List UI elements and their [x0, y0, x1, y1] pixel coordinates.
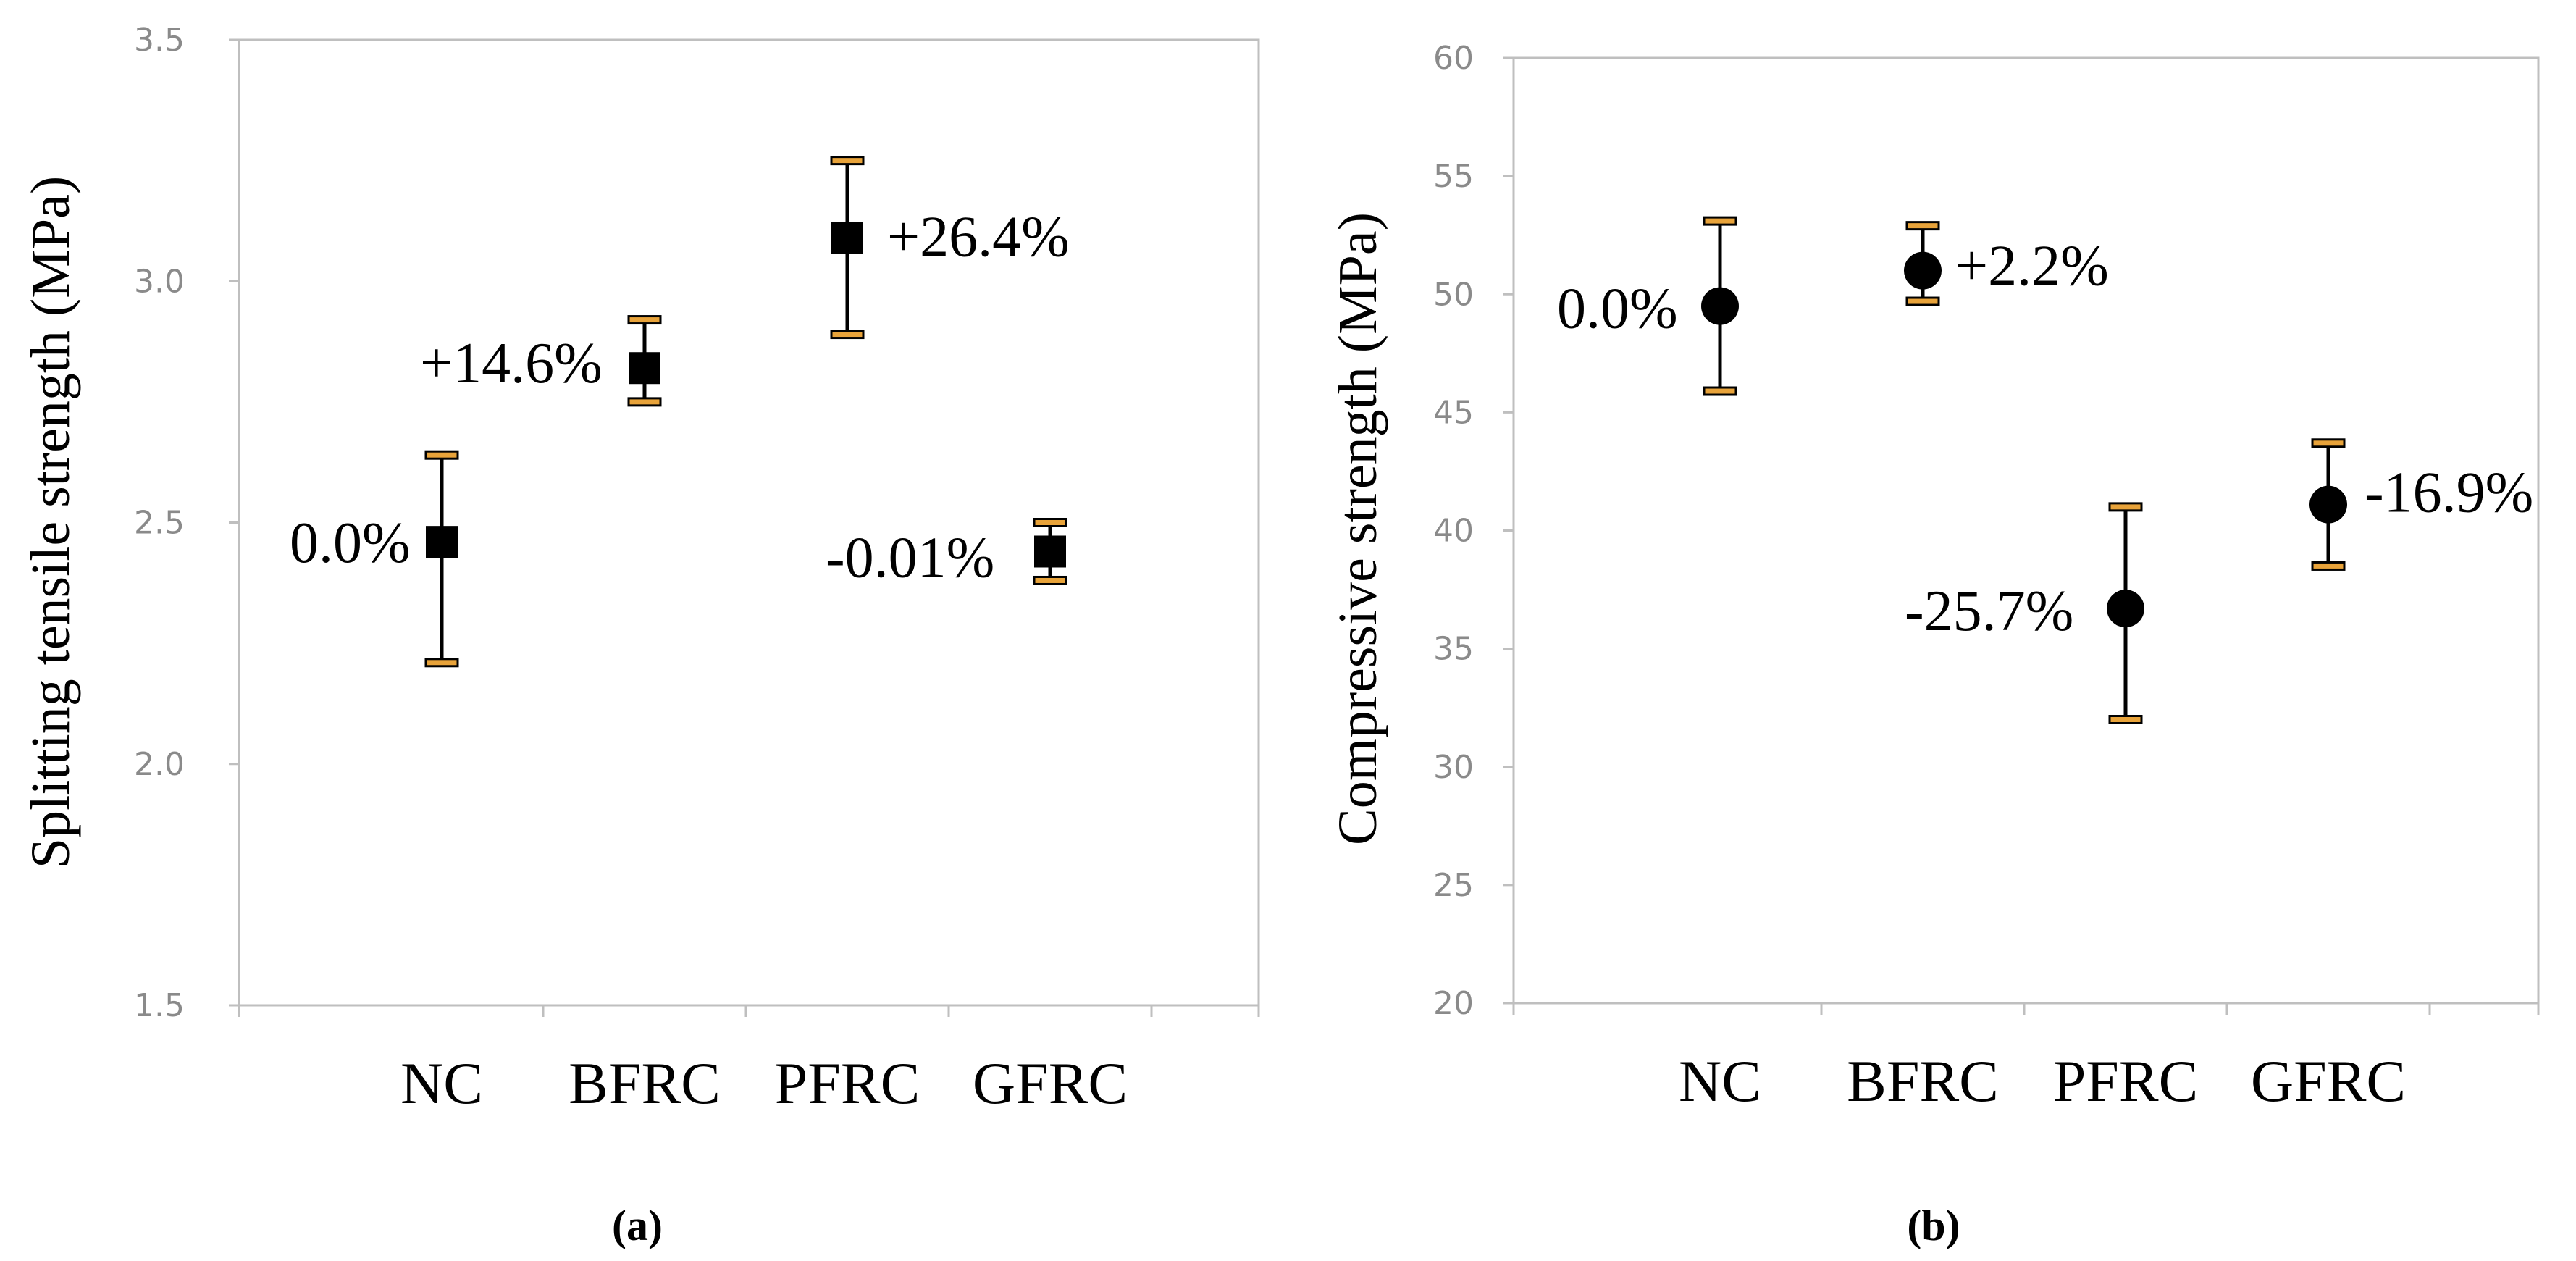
ylabel-a: Splitting tensile strength (MPa)	[20, 176, 81, 868]
x-category-label: NC	[400, 1050, 483, 1116]
y-tick-label: 30	[1433, 749, 1474, 786]
panel-a-chart: Splitting tensile strength (MPa) (a) 1.5…	[20, 22, 1260, 1249]
y-tick-label: 35	[1433, 631, 1474, 668]
panel-b-chart: Compressive strength (MPa) (b) 20 25 30 35 4…	[1327, 40, 2540, 1249]
data-point	[426, 526, 458, 558]
y-tick-label: 3.0	[134, 263, 185, 300]
data-point	[831, 222, 863, 254]
data-label: +2.2%	[1955, 235, 2109, 298]
y-tick-label: 45	[1433, 394, 1474, 431]
x-category-label: BFRC	[1847, 1048, 1999, 1114]
error-cap	[627, 397, 662, 407]
data-point	[629, 352, 660, 385]
data-label: 0.0%	[1557, 277, 1678, 341]
y-tick-label: 60	[1433, 40, 1474, 77]
y-tick-label: 20	[1433, 985, 1474, 1022]
x-category-label: NC	[1679, 1048, 1761, 1114]
data-label: -25.7%	[1905, 579, 2073, 643]
data-point	[1904, 251, 1942, 290]
plot-frame-b	[1512, 56, 2540, 1005]
error-cap	[1703, 386, 1737, 396]
y-tick-label: 40	[1433, 513, 1474, 550]
data-point	[1701, 287, 1739, 325]
data-point	[1034, 535, 1066, 568]
y-tick-label: 3.5	[134, 22, 185, 59]
error-cap	[424, 450, 459, 460]
x-categories-b: NC BFRC PFRC GFRC	[1512, 1003, 2540, 1114]
error-cap	[2108, 715, 2143, 724]
y-ticks-a: 1.5 2.0 2.5 3.0 3.5	[134, 22, 239, 1024]
error-cap	[830, 330, 865, 340]
data-label: 0.0%	[290, 511, 411, 575]
error-cap	[830, 156, 865, 166]
data-label: +14.6%	[420, 332, 603, 395]
data-point	[2309, 485, 2347, 524]
data-label: -16.9%	[2365, 461, 2533, 525]
ylabel-b: Compressive strength (MPa)	[1327, 212, 1388, 845]
y-tick-label: 25	[1433, 867, 1474, 904]
error-cap	[2311, 561, 2346, 571]
x-category-label: GFRC	[2251, 1048, 2406, 1114]
data-marks-a: 0.0% +14.6% +26.4% -0.01%	[290, 156, 1070, 668]
x-category-label: PFRC	[775, 1050, 920, 1116]
data-marks-b: 0.0% +2.2% -25.7% -16.9%	[1557, 216, 2533, 724]
error-cap	[424, 658, 459, 668]
x-categories-a: NC BFRC PFRC GFRC	[238, 1005, 1260, 1116]
error-cap	[1033, 518, 1067, 527]
error-cap	[1905, 296, 1940, 306]
error-cap	[2108, 502, 2143, 512]
panel-label-a: (a)	[612, 1202, 663, 1249]
data-label: +26.4%	[887, 205, 1070, 269]
x-category-label: PFRC	[2053, 1048, 2199, 1114]
x-category-label: BFRC	[569, 1050, 721, 1116]
error-cap	[2311, 438, 2346, 448]
y-ticks-b: 20 25 30 35 40 45 50 55 60	[1433, 40, 1514, 1022]
y-tick-label: 2.0	[134, 746, 185, 783]
error-cap	[627, 315, 662, 325]
error-cap	[1033, 575, 1067, 585]
y-tick-label: 50	[1433, 276, 1474, 313]
error-cap	[1703, 216, 1737, 226]
y-tick-label: 2.5	[134, 505, 185, 542]
data-point	[2107, 590, 2144, 628]
panel-label-b: (b)	[1907, 1202, 1960, 1249]
y-tick-label: 55	[1433, 158, 1474, 195]
error-cap	[1905, 221, 1940, 231]
data-label: -0.01%	[826, 526, 994, 590]
x-category-label: GFRC	[973, 1050, 1128, 1116]
y-tick-label: 1.5	[134, 987, 185, 1024]
